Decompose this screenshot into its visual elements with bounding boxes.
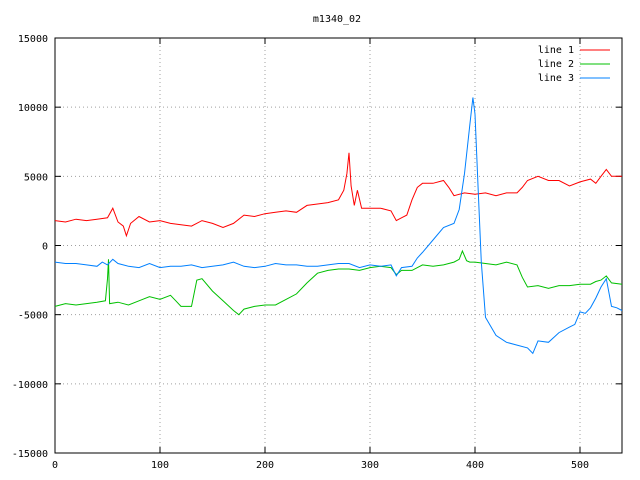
chart-title: m1340_02 [313,14,361,25]
series-line-2 [54,249,623,316]
legend-label: line 2 [538,59,574,70]
y-tick-label: -5000 [18,311,48,322]
x-tick-label: 400 [466,460,484,471]
legend-label: line 3 [538,73,574,84]
y-tick-label: 10000 [18,103,48,114]
y-tick-label: 0 [42,242,48,253]
axis-ticks: 0 100 200 300 400 500 -15000 -10000 -5000 0 5000 10… [12,34,622,471]
x-tick-label: 300 [361,460,379,471]
y-tick-label: -10000 [12,380,48,391]
legend-label: line 1 [538,45,574,56]
series-line-1 [54,152,622,238]
x-tick-label: 0 [52,460,58,471]
series-line-3 [54,97,623,355]
y-tick-label: 5000 [24,172,48,183]
plot-frame [54,37,623,454]
x-tick-label: 200 [256,460,274,471]
legend: line 1 line 2 line 3 [538,45,610,84]
x-tick-label: 100 [151,460,169,471]
y-tick-label: -15000 [12,449,48,460]
grid [55,38,622,453]
series-group [54,97,623,355]
x-tick-label: 500 [571,460,589,471]
y-tick-label: 15000 [18,34,48,45]
